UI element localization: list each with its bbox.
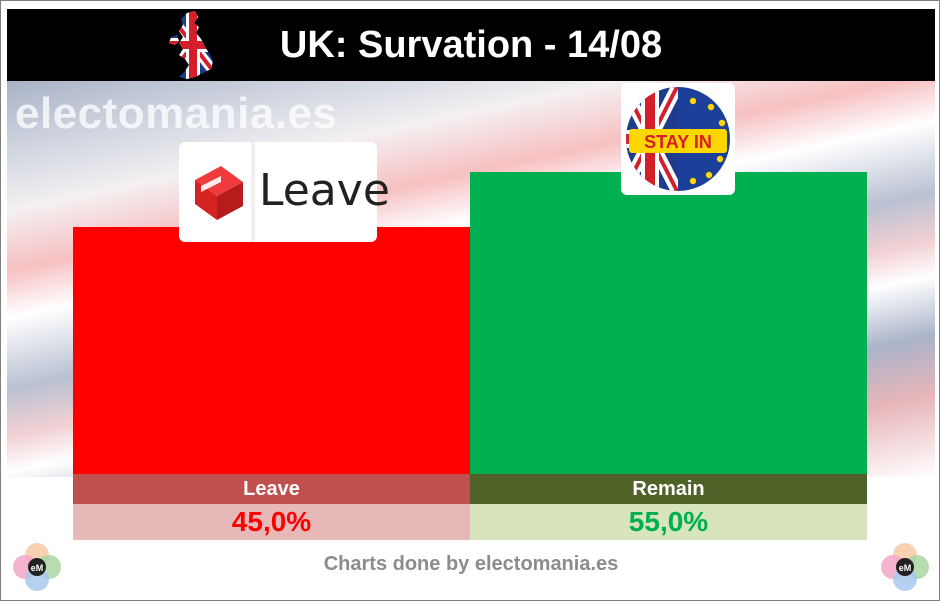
footer-credit: Charts done by electomania.es (323, 553, 619, 575)
chart-title: UK: Survation - 14/08 (279, 24, 663, 66)
svg-text:eM: eM (899, 563, 912, 573)
value-label-remain: 55,0% (470, 504, 867, 540)
stay-in-logo: STAY IN (621, 83, 735, 195)
value-label-leave: 45,0% (73, 504, 470, 540)
category-label-remain: Remain (470, 474, 867, 504)
svg-text:eM: eM (31, 563, 44, 573)
stay-in-text: STAY IN (644, 132, 712, 152)
bar-remain (470, 171, 867, 474)
electomania-badge-icon: eM (13, 543, 61, 591)
stay-in-badge-icon: STAY IN (626, 87, 730, 191)
leave-logo: Leave (179, 142, 390, 242)
leave-cube-icon (195, 166, 243, 220)
header-bar: UK: Survation - 14/08 (7, 9, 935, 81)
bar-leave (73, 226, 470, 474)
category-label-leave: Leave (73, 474, 470, 504)
electomania-badge-icon: eM (881, 543, 929, 591)
leave-logo-text: Leave (259, 165, 390, 216)
watermark-text: electomania.es (15, 89, 338, 138)
uk-map-flag-icon (169, 11, 213, 79)
